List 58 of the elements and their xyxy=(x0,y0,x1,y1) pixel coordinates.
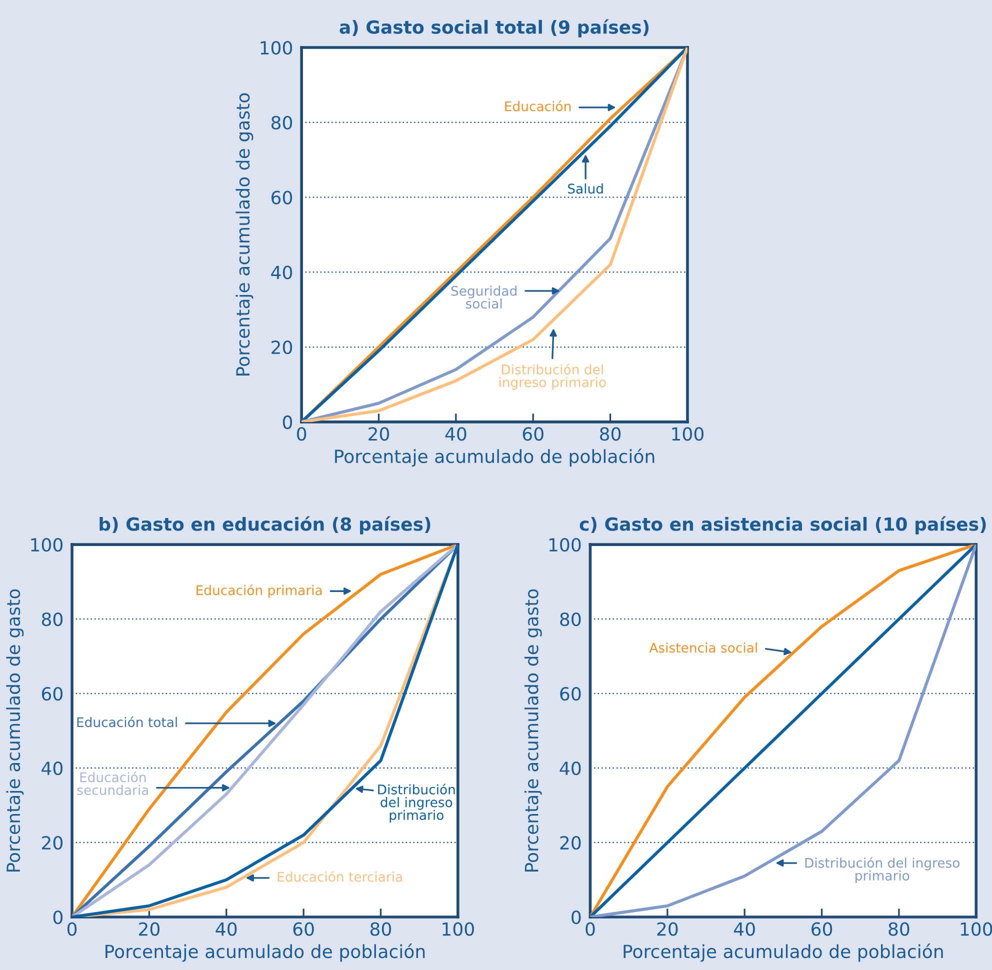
x-tick-label: 20 xyxy=(368,427,390,441)
y-tick-label: 100 xyxy=(260,40,292,55)
x-tick-label: 0 xyxy=(586,922,595,936)
x-tick-label: 80 xyxy=(888,922,910,936)
series-label: Educación terciaria xyxy=(278,871,402,882)
y-tick-label: 80 xyxy=(560,612,581,626)
x-tick-label: 0 xyxy=(297,427,306,441)
x-axis-title: Porcentaje acumulado de población xyxy=(106,944,425,962)
chart-title: a) Gasto social total (9 países) xyxy=(340,19,649,38)
text: Educación secundaria xyxy=(77,772,148,796)
y-tick-label: 100 xyxy=(31,538,62,552)
series-label: Distribución del ingreso primario xyxy=(378,784,455,823)
series-label: Educación primaria xyxy=(196,584,322,598)
series-label: Seguridad social xyxy=(451,286,516,309)
y-tick-label: 0 xyxy=(282,415,292,430)
x-tick-label: 0 xyxy=(67,922,77,936)
x-tick-label: 20 xyxy=(139,922,160,936)
chart-title: c) Gasto en asistencia social (10 países) xyxy=(580,516,986,534)
x-tick-label: 40 xyxy=(734,922,755,936)
x-tick-label: 80 xyxy=(370,922,392,936)
y-tick-label: 60 xyxy=(560,687,581,701)
y-tick-label: 20 xyxy=(560,836,581,850)
line-series xyxy=(590,544,976,918)
line-series xyxy=(72,544,458,918)
y-tick-label: 40 xyxy=(560,762,581,776)
y-tick-label: 20 xyxy=(42,836,62,850)
y-tick-label: 0 xyxy=(53,910,62,924)
y-tick-label: 40 xyxy=(42,762,62,776)
y-tick-label: 80 xyxy=(271,116,292,130)
y-tick-label: 0 xyxy=(572,910,581,924)
x-tick-label: 100 xyxy=(960,922,992,936)
series-label: Asistencia social xyxy=(649,642,757,653)
y-tick-label: 60 xyxy=(272,190,292,204)
series-label: Salud xyxy=(568,183,603,194)
text: Educación total xyxy=(77,716,177,728)
x-tick-label: 60 xyxy=(293,922,314,936)
y-axis-title: Porcentaje acumulado de gasto xyxy=(236,93,254,376)
y-tick-label: 80 xyxy=(42,612,62,626)
x-tick-label: 40 xyxy=(216,922,237,936)
series-label: Distribución del ingreso primario xyxy=(499,364,606,390)
text: Educación xyxy=(505,100,571,112)
chart-title: b) Gasto en educación (8 países) xyxy=(100,516,430,534)
x-tick-label: 60 xyxy=(812,922,832,936)
x-axis-title: Porcentaje acumulado de población xyxy=(624,944,943,962)
y-tick-label: 100 xyxy=(549,538,581,552)
y-tick-label: 40 xyxy=(271,266,292,280)
x-tick-label: 60 xyxy=(522,427,544,441)
x-tick-label: 100 xyxy=(442,922,474,936)
x-tick-label: 20 xyxy=(657,922,678,936)
x-tick-label: 80 xyxy=(600,427,621,441)
x-tick-label: 40 xyxy=(445,427,466,441)
y-axis-title: Porcentaje acumulado de gasto xyxy=(6,589,24,872)
x-axis-title: Porcentaje acumulado de población xyxy=(335,448,654,467)
series-label: Distribución del ingreso primario xyxy=(805,857,960,884)
x-tick-label: 100 xyxy=(672,427,704,441)
y-tick-label: 20 xyxy=(272,340,292,354)
y-tick-label: 60 xyxy=(42,687,62,701)
y-axis-title: Porcentaje acumulado de gasto xyxy=(524,589,542,872)
